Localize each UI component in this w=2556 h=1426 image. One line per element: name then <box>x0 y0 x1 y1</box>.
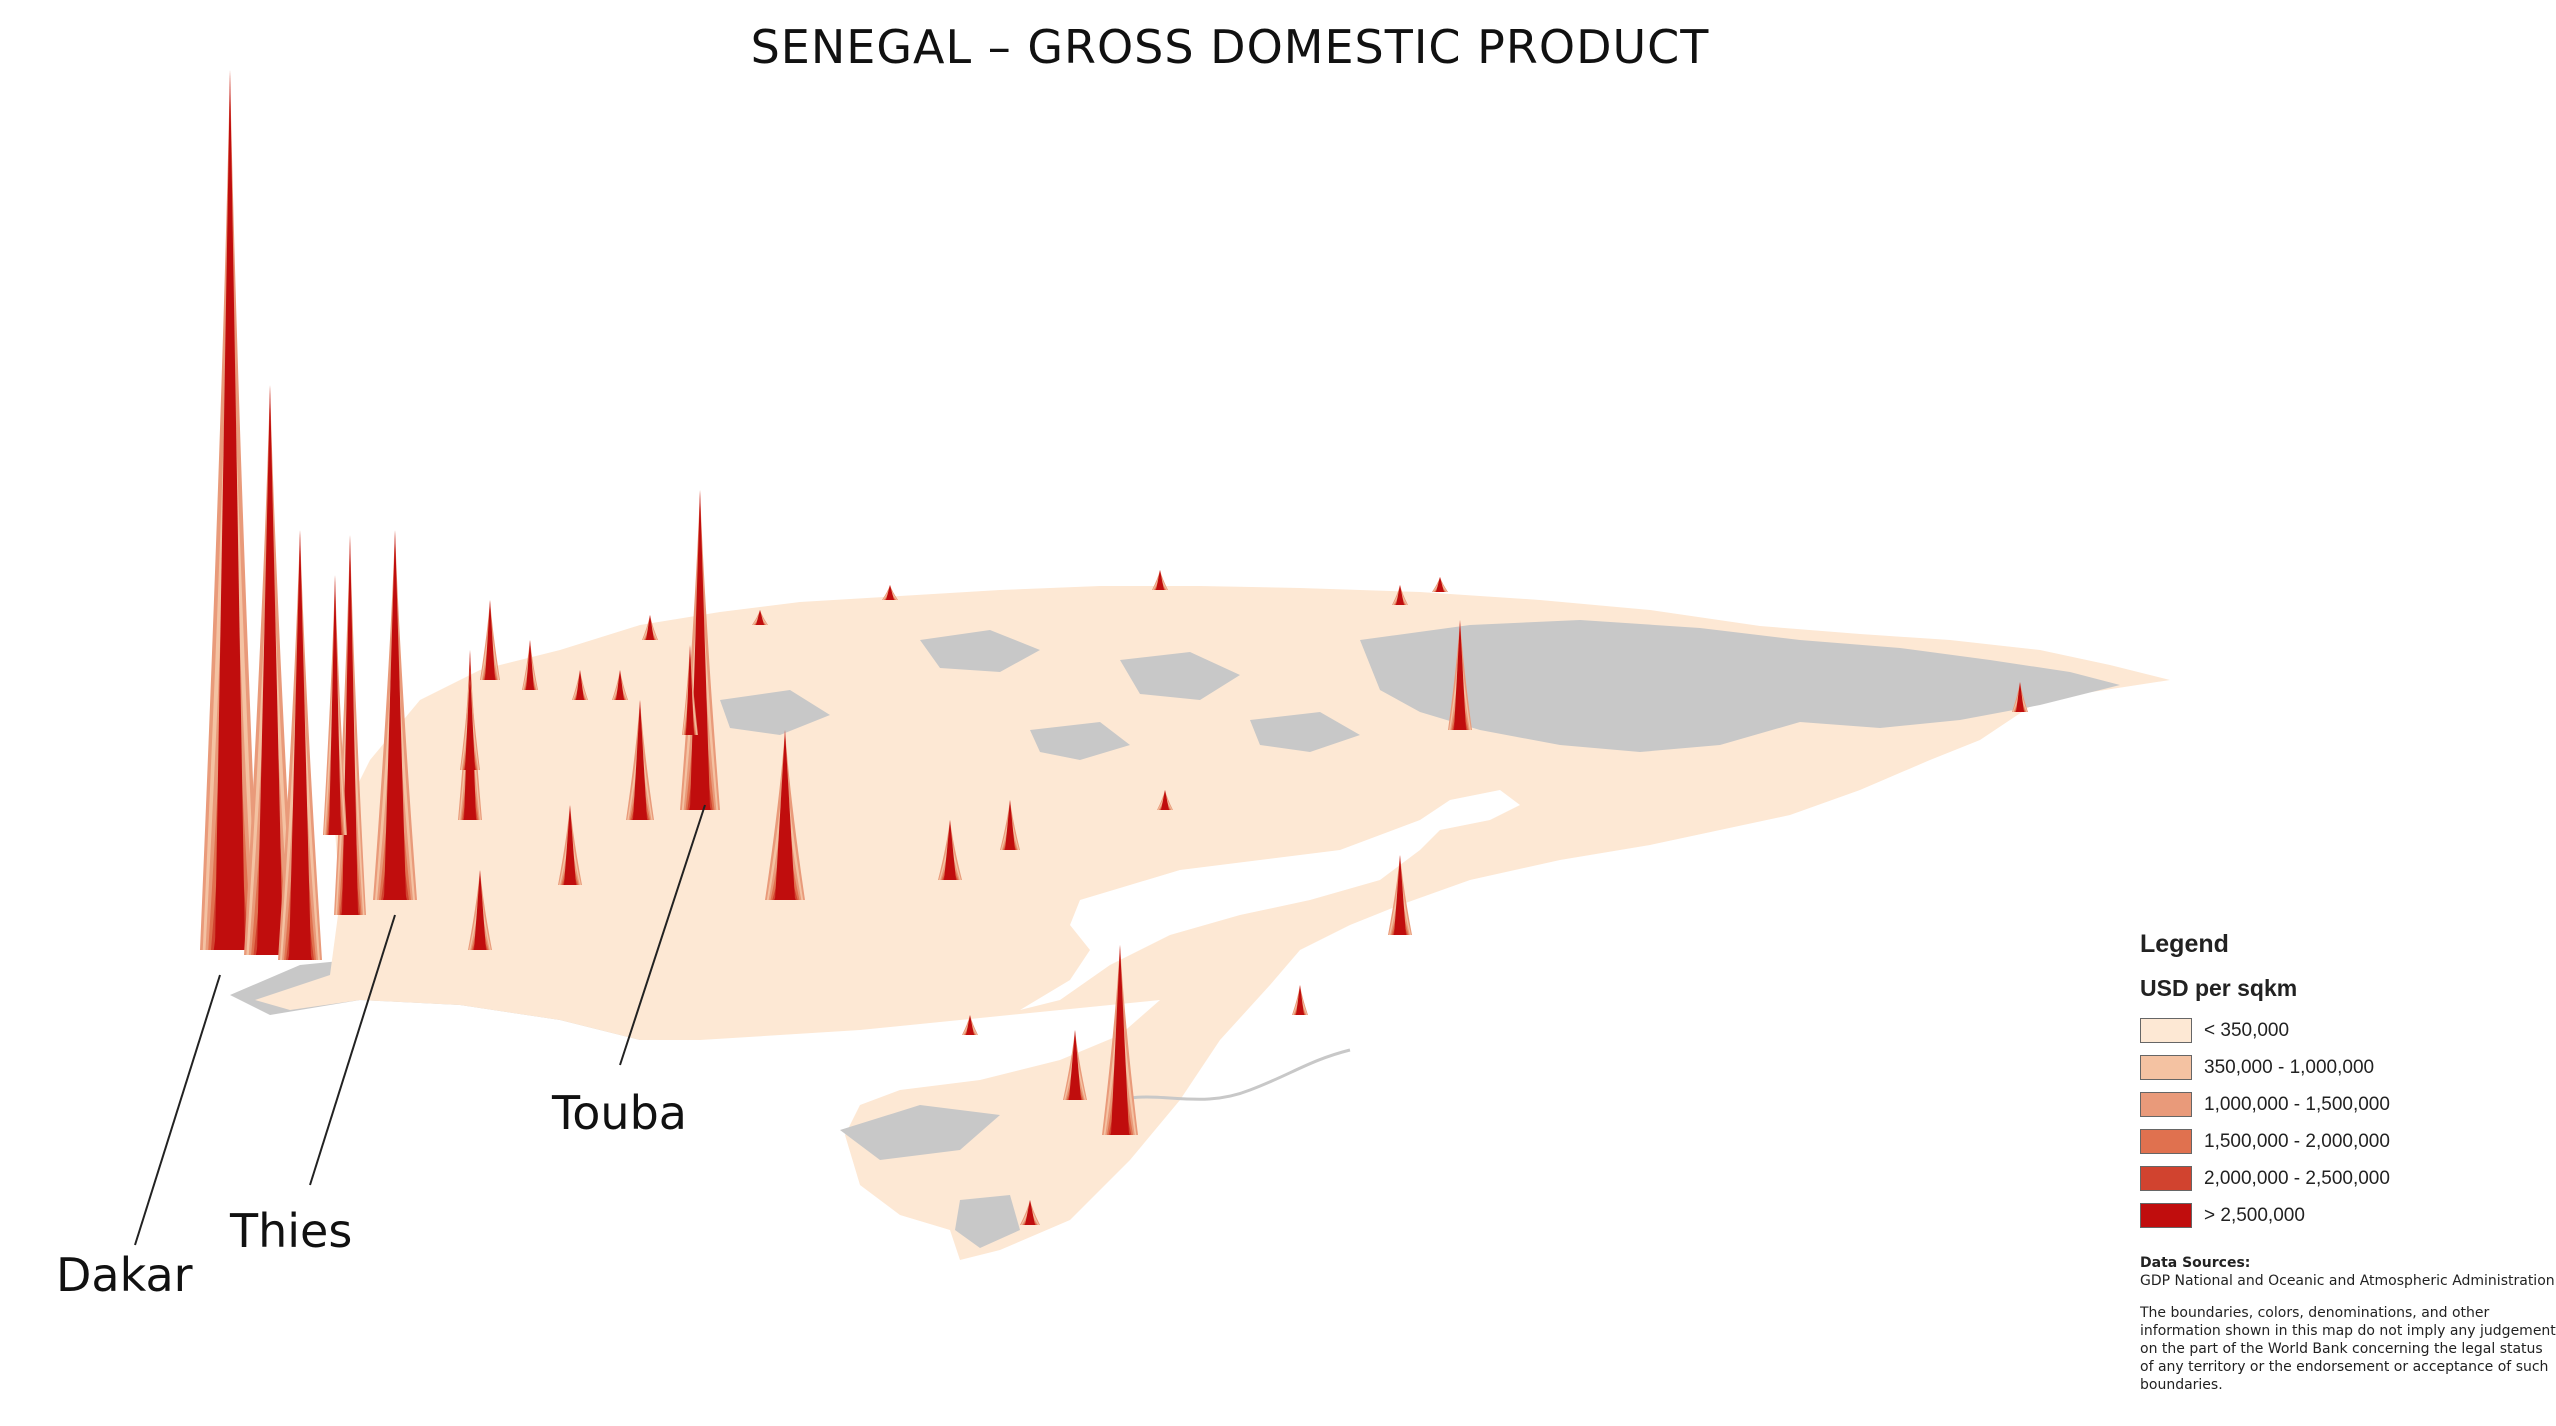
gdp-spike-core <box>775 730 795 900</box>
gdp-spike-core <box>465 670 475 770</box>
legend-title: Legend <box>2140 930 2229 958</box>
disclaimer-line: information shown in this map do not imp… <box>2140 1323 2556 1339</box>
no-data-patch <box>1030 722 1130 760</box>
legend-swatch <box>2140 1055 2192 1080</box>
legend-items: < 350,000 350,000 - 1,000,000 1,000,000 … <box>2140 1012 2556 1234</box>
leader-line-dakar <box>134 974 221 1246</box>
gdp-spike-core <box>1005 800 1015 850</box>
legend-item: > 2,500,000 <box>2140 1197 2556 1234</box>
legend-item-label: > 2,500,000 <box>2204 1204 2305 1226</box>
gdp-spike-core <box>564 805 576 885</box>
gdp-spike-core <box>686 645 694 735</box>
gdp-spike-core <box>886 585 894 600</box>
gdp-spike-core <box>1396 585 1404 605</box>
legend-item-label: 2,000,000 - 2,500,000 <box>2204 1167 2390 1189</box>
gdp-spike-core <box>633 700 647 820</box>
gdp-spike-core <box>1161 790 1169 810</box>
gdp-spike-core <box>576 670 584 700</box>
disclaimer-line: boundaries. <box>2140 1377 2223 1393</box>
map-title: SENEGAL – GROSS DOMESTIC PRODUCT <box>750 20 1710 74</box>
data-sources-line: GDP National and Oceanic and Atmospheric… <box>2140 1273 2555 1289</box>
legend-item-label: < 350,000 <box>2204 1019 2290 1041</box>
legend-swatch <box>2140 1166 2192 1191</box>
gdp-spike-core <box>384 530 406 900</box>
no-data-patch <box>955 1195 1020 1248</box>
gdp-spike-core <box>329 575 341 835</box>
legend-item-label: 1,500,000 - 2,000,000 <box>2204 1130 2390 1152</box>
gdp-spike-core <box>2016 682 2024 712</box>
no-data-patch <box>720 690 830 735</box>
no-data-patch <box>840 1105 1000 1160</box>
gdp-spike-core <box>485 600 495 680</box>
gdp-spike-core <box>1454 620 1466 730</box>
no-data-patch <box>920 630 1040 672</box>
legend-item: < 350,000 <box>2140 1012 2556 1049</box>
gdp-spike-core <box>215 70 245 950</box>
legend-swatch <box>2140 1129 2192 1154</box>
gdp-spike-core <box>1436 577 1444 592</box>
legend: Legend USD per sqkm < 350,000 350,000 - … <box>2140 930 2556 1234</box>
gdp-spike-core <box>944 820 956 880</box>
gdp-spike-core <box>1025 1200 1035 1225</box>
gdp-spike-core <box>1111 945 1129 1135</box>
disclaimer-line: The boundaries, colors, denominations, a… <box>2140 1305 2490 1321</box>
city-label-thies: Thies <box>230 1204 353 1258</box>
gdp-spike-core <box>1156 570 1164 590</box>
gdp-spike-core <box>646 615 654 640</box>
legend-swatch <box>2140 1203 2192 1228</box>
gdp-spike-core <box>616 670 624 700</box>
no-data-patch <box>1120 652 1240 700</box>
city-label-touba: Touba <box>552 1086 687 1140</box>
gdp-spike-core <box>966 1015 974 1035</box>
gdp-spike-core <box>474 870 486 950</box>
no-data-northeast <box>1360 620 2120 752</box>
gdp-spike-core <box>1069 1030 1081 1100</box>
gdp-spike-core <box>756 610 764 625</box>
legend-item: 2,000,000 - 2,500,000 <box>2140 1160 2556 1197</box>
legend-swatch <box>2140 1018 2192 1043</box>
gdp-spike-core <box>257 385 283 955</box>
legend-swatch <box>2140 1092 2192 1117</box>
legend-item-label: 1,000,000 - 1,500,000 <box>2204 1093 2390 1115</box>
gdp-spikes <box>200 70 2028 1225</box>
data-sources-block: Data Sources: GDP National and Oceanic a… <box>2140 1254 2556 1394</box>
disclaimer-line: of any territory or the endorsement or a… <box>2140 1359 2549 1375</box>
legend-subtitle: USD per sqkm <box>2140 975 2298 1001</box>
legend-item: 1,000,000 - 1,500,000 <box>2140 1086 2556 1123</box>
gdp-spike-core <box>1394 855 1406 935</box>
legend-item: 350,000 - 1,000,000 <box>2140 1049 2556 1086</box>
no-data-patch <box>1250 712 1360 752</box>
land-senegal <box>255 586 2170 1260</box>
legend-item: 1,500,000 - 2,000,000 <box>2140 1123 2556 1160</box>
gambia-gap <box>1020 790 1520 1010</box>
gdp-spike-core <box>1296 985 1304 1015</box>
legend-item-label: 350,000 - 1,000,000 <box>2204 1056 2375 1078</box>
city-label-dakar: Dakar <box>56 1248 193 1302</box>
gdp-spike-core <box>289 530 311 960</box>
disclaimer: The boundaries, colors, denominations, a… <box>2140 1304 2556 1394</box>
river <box>1119 1048 1351 1102</box>
leader-line-thies <box>309 914 396 1186</box>
data-sources-heading: Data Sources: <box>2140 1255 2251 1271</box>
gdp-spike-core <box>526 640 534 690</box>
leader-line-touba <box>619 804 706 1066</box>
disclaimer-line: on the part of the World Bank concerning… <box>2140 1341 2543 1357</box>
